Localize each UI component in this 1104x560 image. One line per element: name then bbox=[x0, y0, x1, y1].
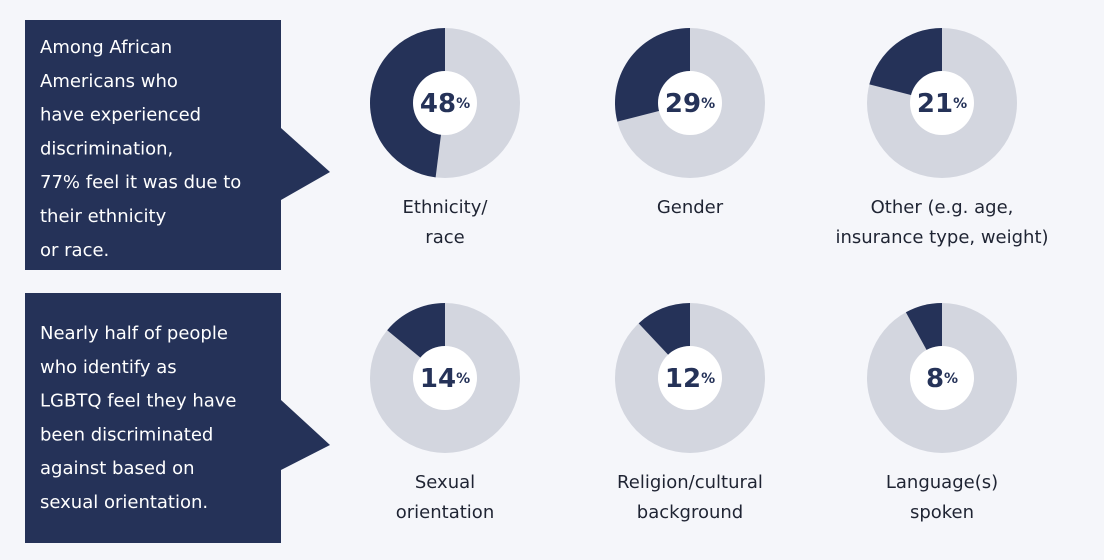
value-label: 29% bbox=[665, 89, 715, 119]
donut-caption: Ethnicity/ bbox=[403, 197, 489, 218]
donut-hole bbox=[658, 346, 722, 410]
value-label: 48% bbox=[420, 89, 470, 119]
donut-caption: background bbox=[637, 502, 743, 523]
donut-hole bbox=[413, 71, 477, 135]
callout-text: who identify as bbox=[40, 357, 177, 378]
donut-caption: race bbox=[425, 227, 464, 248]
donut-caption: Sexual bbox=[415, 472, 475, 493]
donut-hole bbox=[658, 71, 722, 135]
callout-shape bbox=[25, 20, 330, 543]
value-label: 21% bbox=[917, 89, 967, 119]
callout-text: Nearly half of people bbox=[40, 323, 228, 344]
value-label: 14% bbox=[420, 364, 470, 394]
callout-text: Americans who bbox=[40, 71, 178, 92]
donut-caption: insurance type, weight) bbox=[835, 227, 1048, 248]
donut-caption: Other (e.g. age, bbox=[871, 197, 1014, 218]
donut-caption: Religion/cultural bbox=[617, 472, 763, 493]
donut-hole bbox=[910, 346, 974, 410]
callout-text: been discriminated bbox=[40, 424, 213, 445]
callout-text: 77% feel it was due to bbox=[40, 172, 241, 193]
donut-caption: Language(s) bbox=[886, 472, 998, 493]
callout-box bbox=[25, 293, 281, 543]
donut-caption: orientation bbox=[396, 502, 494, 523]
callout-text: LGBTQ feel they have bbox=[40, 391, 237, 412]
callout-text: have experienced bbox=[40, 105, 201, 126]
callout-text: sexual orientation. bbox=[40, 492, 208, 513]
callout-box bbox=[25, 20, 281, 270]
callout-text: against based on bbox=[40, 458, 195, 479]
donut-caption: Gender bbox=[657, 197, 724, 218]
callout-text: or race. bbox=[40, 240, 109, 261]
value-label: 8% bbox=[926, 364, 958, 394]
value-label: 12% bbox=[665, 364, 715, 394]
donut-slice bbox=[369, 28, 445, 178]
callout-text: Among African bbox=[40, 37, 172, 58]
callout-pointer bbox=[281, 128, 330, 200]
donut-caption: spoken bbox=[910, 502, 974, 523]
callout-text: their ethnicity bbox=[40, 206, 167, 227]
callout-pointer bbox=[281, 400, 330, 470]
donut-hole bbox=[910, 71, 974, 135]
callout-text: discrimination, bbox=[40, 138, 173, 159]
donut-hole bbox=[413, 346, 477, 410]
